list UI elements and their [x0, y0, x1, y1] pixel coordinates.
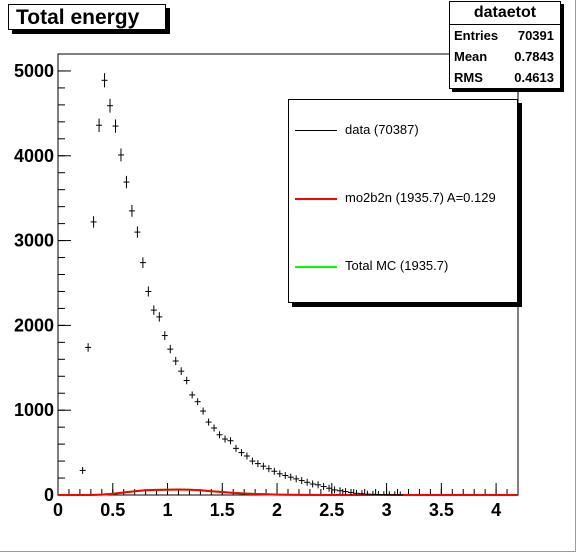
data-point — [194, 398, 201, 406]
data-point — [265, 465, 272, 473]
data-point — [128, 205, 135, 217]
legend-label: data (70387) — [345, 122, 419, 137]
legend-line-data — [295, 130, 337, 131]
data-point — [320, 483, 327, 491]
data-point — [298, 477, 305, 485]
data-point — [271, 467, 278, 475]
x-tick-label: 4 — [491, 500, 501, 520]
data-point — [358, 490, 365, 495]
stats-label: Mean — [454, 49, 488, 64]
data-point — [139, 257, 146, 268]
stats-label: RMS — [454, 70, 483, 85]
data-point — [369, 490, 376, 495]
x-tick-label: 2 — [272, 500, 282, 520]
data-point — [211, 424, 218, 432]
data-point — [189, 391, 196, 399]
stats-title: dataetot — [450, 2, 560, 25]
data-point — [238, 449, 245, 457]
data-point — [287, 473, 294, 481]
data-point — [380, 491, 387, 496]
legend-label: mo2b2n (1935.7) A=0.129 — [345, 190, 496, 205]
data-point — [315, 481, 322, 489]
legend-line-total-mc — [295, 266, 337, 268]
data-point — [331, 486, 338, 494]
data-point — [216, 431, 223, 439]
stats-row-entries: Entries 70391 — [450, 25, 560, 46]
y-tick-label: 1000 — [14, 400, 54, 420]
data-point — [167, 344, 174, 354]
data-point — [79, 466, 86, 474]
data-point — [375, 490, 382, 495]
stats-value: 0.7843 — [514, 49, 554, 64]
data-point — [161, 331, 168, 340]
data-point — [304, 478, 311, 486]
data-point — [347, 488, 354, 495]
data-point — [397, 491, 404, 496]
legend-line-mo2b2n — [295, 198, 337, 200]
stats-row-mean: Mean 0.7843 — [450, 46, 560, 67]
y-tick-label: 5000 — [14, 61, 54, 81]
y-tick-label: 4000 — [14, 146, 54, 166]
x-tick-label: 0 — [53, 500, 63, 520]
data-point — [156, 312, 163, 322]
data-point — [85, 343, 92, 352]
x-tick-label: 3.5 — [429, 500, 454, 520]
x-tick-label: 2.5 — [319, 500, 344, 520]
data-point — [364, 490, 371, 495]
data-point — [342, 488, 349, 495]
data-point — [200, 407, 207, 415]
data-point — [386, 491, 393, 496]
data-point — [232, 444, 239, 452]
data-point — [227, 437, 234, 445]
x-tick-label: 1 — [163, 500, 173, 520]
y-tick-label: 3000 — [14, 231, 54, 251]
data-point — [326, 484, 333, 492]
data-point — [90, 216, 97, 228]
data-point — [107, 98, 114, 113]
data-point — [260, 462, 267, 470]
y-tick-label: 2000 — [14, 315, 54, 335]
stats-row-rms: RMS 0.4613 — [450, 67, 560, 88]
x-tick-label: 3 — [382, 500, 392, 520]
data-point — [243, 452, 250, 460]
data-point — [101, 73, 108, 88]
stats-value: 0.4613 — [514, 70, 554, 85]
y-tick-label: 0 — [44, 485, 54, 505]
legend: data (70387) mo2b2n (1935.7) A=0.129 Tot… — [288, 99, 518, 303]
data-point — [117, 148, 124, 162]
x-tick-label: 1.5 — [210, 500, 235, 520]
stats-box: dataetot Entries 70391 Mean 0.7843 RMS 0… — [449, 1, 561, 89]
stats-label: Entries — [454, 28, 499, 43]
data-point — [112, 119, 119, 133]
data-point — [145, 286, 152, 297]
data-point — [391, 491, 398, 496]
series-line-mo2b2n — [58, 488, 518, 496]
data-point — [205, 418, 212, 426]
data-point — [172, 356, 179, 366]
data-point — [337, 487, 344, 495]
data-point — [96, 118, 103, 132]
data-point — [222, 435, 229, 443]
x-tick-label: 0.5 — [100, 500, 125, 520]
data-point — [309, 480, 316, 488]
data-point — [123, 175, 130, 189]
data-point — [293, 475, 300, 483]
data-point — [134, 226, 141, 238]
stats-value: 70391 — [517, 28, 554, 43]
chart-title: Total energy — [8, 4, 166, 30]
legend-label: Total MC (1935.7) — [345, 258, 449, 273]
data-point — [178, 367, 185, 376]
data-point — [276, 470, 283, 478]
data-point — [282, 471, 289, 479]
data-point — [183, 376, 190, 385]
data-point — [353, 489, 360, 495]
data-point — [150, 305, 157, 315]
data-point — [249, 457, 256, 465]
data-point — [254, 460, 261, 468]
